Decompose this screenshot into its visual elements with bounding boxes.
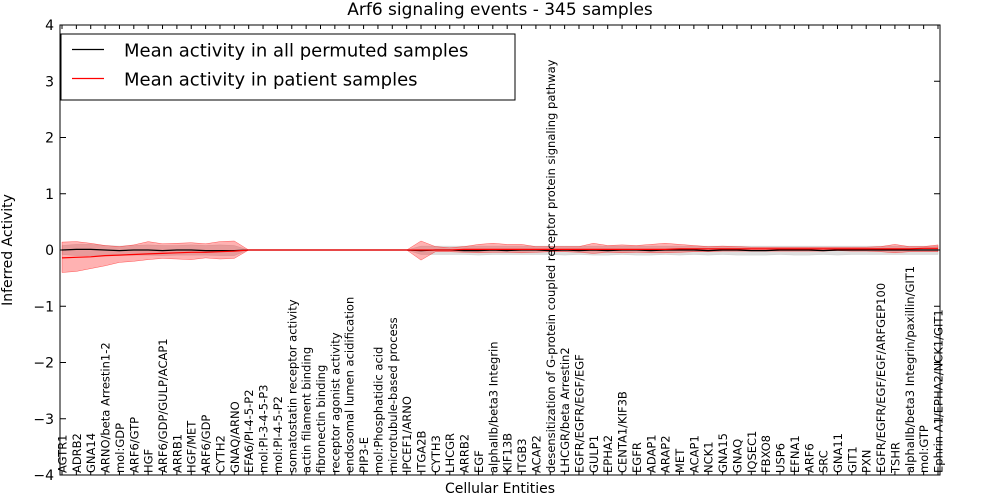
- x-tick-label: GNA11: [831, 433, 845, 473]
- x-tick-label: ARF6/GDP: [199, 415, 213, 473]
- x-tick-label: EPHA2: [601, 435, 615, 473]
- x-tick-label: mol:Phosphatidic acid: [371, 347, 385, 473]
- y-tick-label: 2: [45, 131, 54, 147]
- x-tick-label: NCK1: [702, 441, 716, 473]
- x-tick-label: CENTA1/KIF3B: [616, 391, 630, 473]
- x-tick-label: SRC: [817, 450, 831, 473]
- x-tick-label: alphaIIb/beta3 Integrin: [486, 341, 500, 473]
- x-tick-label: EGFR/EGFR/EGF/EGF/ARFGEP100: [874, 283, 888, 473]
- x-tick-label: mol:GTP: [917, 425, 931, 473]
- x-tick-label: EGFR: [630, 442, 644, 473]
- x-tick-label: GNAQ: [731, 439, 745, 473]
- x-tick-label: TSHR: [888, 442, 902, 474]
- lines-layer: [61, 247, 938, 259]
- y-tick-label: 3: [45, 74, 54, 90]
- x-tick-label: PIP3-E: [357, 437, 371, 473]
- x-tick-label: ACAP1: [687, 435, 701, 473]
- x-tick-label: actin filament binding: [300, 347, 314, 473]
- x-tick-label: mol:PI-4-5-P2: [271, 396, 285, 473]
- x-tick-label: mol:PI-3-4-5-P3: [257, 385, 271, 473]
- y-tick-label: −1: [33, 299, 54, 315]
- x-tick-label: EFNA1: [788, 435, 802, 473]
- x-axis-label: Cellular Entities: [445, 481, 555, 497]
- legend-box: [60, 33, 516, 101]
- x-tick-label: AGTR1: [56, 435, 70, 474]
- x-tick-label: alphaIIb/beta3 Integrin/paxillin/GIT1: [903, 266, 917, 473]
- x-tick-label: ITGB3: [515, 438, 529, 473]
- legend-label-permuted: Mean activity in all permuted samples: [124, 41, 468, 62]
- series-0-line: [61, 248, 938, 252]
- x-tick-label: IQSEC1: [745, 431, 759, 473]
- x-tick-label: IPCEF1/ARNO: [400, 396, 414, 473]
- x-tick-label: Ephrin A1/EPHA2/NCK1/GIT1: [932, 309, 946, 473]
- x-tick-label: USP6: [774, 443, 788, 473]
- x-tick-label: ARRB2: [458, 434, 472, 473]
- x-tick-label: microtubule-based process: [386, 317, 400, 473]
- x-tick-label: ITGA2B: [415, 430, 429, 473]
- legend-label-patient: Mean activity in patient samples: [124, 70, 418, 91]
- x-tick-label: CYTH2: [214, 435, 228, 473]
- x-tick-label: ARF6/GTP: [127, 417, 141, 473]
- series-1-line: [61, 247, 938, 259]
- x-tick-label: ADRB2: [70, 433, 84, 473]
- x-tick-label: KIF13B: [501, 433, 515, 473]
- x-tick-label: GNAQ/ARNO: [228, 401, 242, 473]
- y-tick-label: 1: [45, 187, 54, 203]
- x-tick-label: GULP1: [587, 435, 601, 473]
- x-tick-label: MET: [673, 448, 687, 473]
- y-tick-label: −2: [33, 356, 54, 372]
- y-axis-label: Inferred Activity: [0, 194, 16, 306]
- x-tick-label: ARF6: [802, 443, 816, 473]
- x-tick-label: CYTH3: [429, 435, 443, 473]
- y-tick-label: 4: [45, 18, 54, 34]
- x-tick-label: endosomal lumen acidification: [343, 297, 357, 473]
- x-tick-label: fibronectin binding: [314, 365, 328, 473]
- y-ticks: 4 3 2 1 0 −1 −2 −3 −4: [33, 18, 940, 484]
- chart-title: Arf6 signaling events - 345 samples: [347, 0, 653, 20]
- legend: Mean activity in all permuted samples Me…: [60, 33, 516, 101]
- x-tick-label: mol:GDP: [113, 423, 127, 473]
- y-tick-label: −4: [33, 468, 54, 484]
- x-tick-label: GNA15: [716, 433, 730, 473]
- x-tick-label: desensitization of G-protein coupled rec…: [544, 59, 558, 473]
- x-tick-label: EFA6/PI-4-5-P2: [242, 389, 256, 473]
- x-tick-label: ADAP1: [644, 434, 658, 473]
- x-tick-labels: AGTR1 ADRB2 GNA14 ARNO/beta Arrestin1-2 mol:…: [56, 25, 946, 475]
- x-tick-label: receptor agonist activity: [328, 332, 342, 473]
- y-tick-label: 0: [45, 243, 54, 259]
- x-tick-label: ARRB1: [170, 434, 184, 473]
- x-tick-label: FBXO8: [759, 435, 773, 473]
- x-tick-label: GIT1: [845, 446, 859, 473]
- y-tick-label: −3: [33, 412, 54, 428]
- x-tick-label: HGF/MET: [185, 420, 199, 473]
- x-tick-label: ARAP2: [659, 435, 673, 473]
- x-tick-label: somatostatin receptor activity: [285, 299, 299, 473]
- x-tick-label: EGFR/EGFR/EGF/EGF: [573, 354, 587, 473]
- bands-layer: [61, 240, 939, 273]
- x-tick-label: LHCGR/beta Arrestin2: [558, 347, 572, 473]
- x-tick-label: ARF6/GDP/GULP/ACAP1: [156, 338, 170, 473]
- x-tick-label: HGF: [142, 449, 156, 473]
- x-tick-label: EGF: [472, 450, 486, 473]
- x-tick-label: ACAP2: [529, 435, 543, 473]
- x-tick-label: ARNO/beta Arrestin1-2: [99, 342, 113, 473]
- x-tick-label: LHCGR: [443, 433, 457, 473]
- x-tick-label: PXN: [860, 450, 874, 473]
- x-tick-label: GNA14: [84, 433, 98, 473]
- series-1-band: [61, 240, 939, 273]
